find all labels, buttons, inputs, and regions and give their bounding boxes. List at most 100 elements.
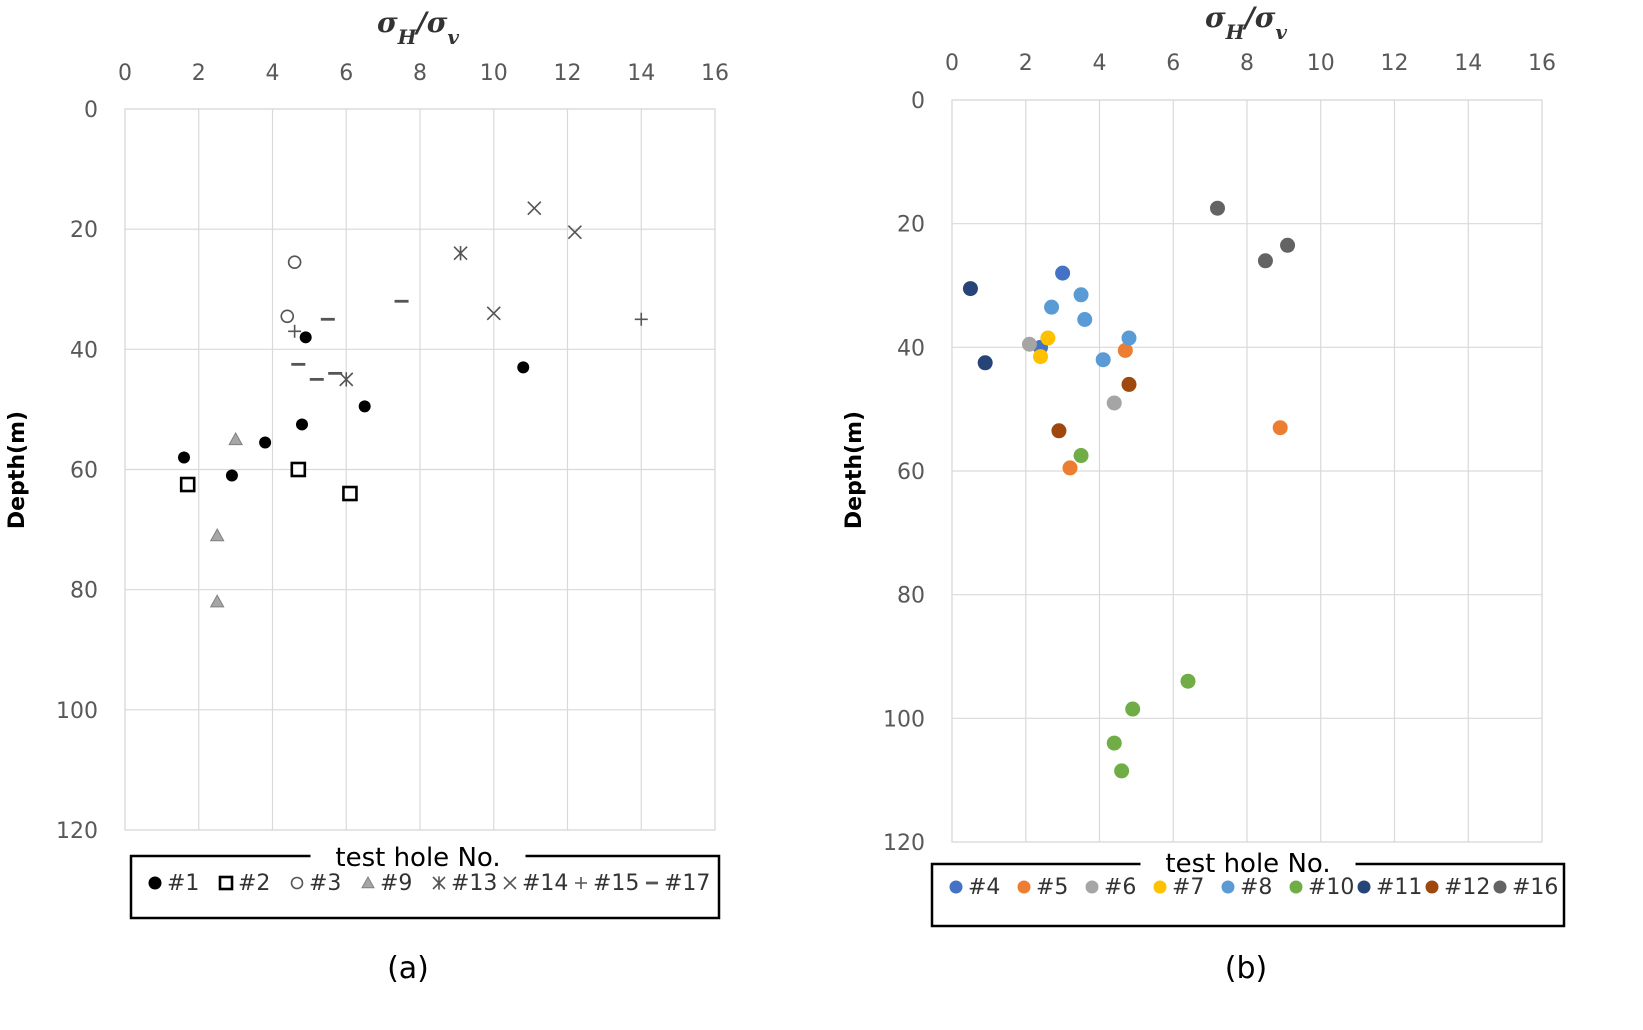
data-point [977, 355, 993, 371]
legend-marker [503, 876, 517, 890]
legend-marker [575, 877, 587, 889]
legend-entry-hole-11: #11 [1357, 875, 1422, 900]
x-tick-label: 14 [1454, 51, 1482, 76]
y-tick-label: 40 [70, 338, 98, 363]
x-tick-label: 6 [339, 61, 353, 86]
legend-marker [1289, 880, 1303, 894]
legend-title: test hole No. [335, 843, 500, 873]
legend-marker [1425, 880, 1439, 894]
legend-entry-hole-16: #16 [1493, 875, 1558, 900]
x-tick-label: 16 [701, 61, 729, 86]
data-points [962, 200, 1296, 779]
data-point [209, 528, 225, 542]
legend-marker [1017, 880, 1031, 894]
legend-marker [1153, 880, 1167, 894]
data-point [527, 201, 542, 216]
data-point [486, 306, 501, 321]
series-hole-16 [1210, 200, 1296, 269]
data-point [1106, 735, 1122, 751]
series-hole-1 [178, 331, 530, 482]
data-point [259, 436, 272, 449]
y-tick-label: 40 [897, 336, 925, 361]
data-point [1257, 253, 1273, 269]
legend-marker [1221, 880, 1235, 894]
y-tick-label: 100 [56, 699, 98, 724]
legend-label: #1 [167, 871, 199, 896]
data-point [1106, 395, 1122, 411]
data-point [962, 281, 978, 297]
y-tick-label: 20 [897, 213, 925, 238]
data-point [1073, 448, 1089, 464]
x-axis-title-part: H [1225, 20, 1246, 44]
legend-label: #16 [1512, 875, 1558, 900]
legend-label: #14 [522, 871, 568, 896]
y-tick-label: 60 [70, 459, 98, 484]
legend-entry-hole-9: #9 [361, 871, 412, 896]
legend-label: #10 [1308, 875, 1354, 900]
x-tick-label: 0 [118, 61, 132, 86]
y-tick-label: 80 [70, 579, 98, 604]
legend-label: #2 [238, 871, 270, 896]
legend-marker [1493, 880, 1507, 894]
legend-label: #9 [380, 871, 412, 896]
x-tick-label: 10 [1307, 51, 1335, 76]
gridlines [124, 108, 716, 831]
data-point [1272, 420, 1288, 436]
data-point [1121, 330, 1137, 346]
x-tick-label: 8 [413, 61, 427, 86]
data-point [342, 485, 358, 502]
legend-entry-hole-12: #12 [1425, 875, 1490, 900]
legend-marker [361, 875, 375, 889]
data-point [1021, 336, 1037, 352]
data-point [290, 461, 307, 478]
panel-label: (a) [387, 951, 429, 986]
x-tick-label: 14 [627, 61, 655, 86]
legend-entry-hole-17: #17 [646, 871, 710, 896]
legend-label: #12 [1444, 875, 1490, 900]
legend-label: #5 [1036, 875, 1068, 900]
x-tick-label: 6 [1166, 51, 1180, 76]
legend-marker [290, 876, 304, 890]
x-tick-label: 2 [192, 61, 206, 86]
y-axis-title: Depth(m) [842, 411, 867, 529]
x-tick-label: 12 [554, 61, 582, 86]
legend: test hole No. #1 #2 #3 #9 #13 #14 #15 #17 [129, 843, 721, 920]
x-axis-title-part: H [397, 25, 418, 49]
series-hole-14 [486, 201, 582, 321]
y-tick-label: 0 [84, 98, 98, 123]
x-tick-label: 10 [480, 61, 508, 86]
y-tick-label: 120 [883, 831, 925, 856]
series-hole-12 [1051, 376, 1137, 439]
chart-panel-b: 0 2 4 6 8 10 12 14 16 0 20 40 60 80 100 120 σH/σv Depth(m… [842, 1, 1566, 986]
data-point [567, 225, 582, 240]
data-points [178, 201, 648, 608]
data-point [209, 594, 225, 608]
data-point [517, 361, 530, 374]
series-hole-17 [291, 299, 409, 381]
legend-marker [1085, 880, 1099, 894]
data-point [1055, 265, 1071, 281]
series-hole-9 [209, 431, 243, 608]
data-point [1073, 287, 1089, 303]
data-point [296, 418, 308, 431]
data-point [179, 476, 196, 493]
legend-entry-hole-3: #3 [290, 871, 341, 896]
series-hole-6 [1021, 336, 1122, 411]
data-point [287, 255, 302, 270]
x-tick-label: 2 [1019, 51, 1033, 76]
legend: test hole No. #4 #5 #6 #7 #8 #10 #11 #12 #16 [930, 849, 1566, 928]
data-point [1095, 352, 1111, 368]
data-point [280, 309, 295, 324]
data-point [228, 431, 243, 446]
data-point [178, 451, 190, 464]
series-hole-8 [1044, 287, 1137, 368]
x-tick-label: 0 [945, 51, 959, 76]
y-tick-label: 60 [897, 460, 925, 485]
legend-entry-hole-5: #5 [1017, 875, 1068, 900]
data-point [1051, 423, 1067, 439]
data-point [1077, 312, 1093, 328]
x-axis-title: σH/σv [377, 6, 459, 49]
series-hole-7 [1033, 330, 1056, 365]
x-axis-title-part: /σ [1242, 1, 1276, 34]
